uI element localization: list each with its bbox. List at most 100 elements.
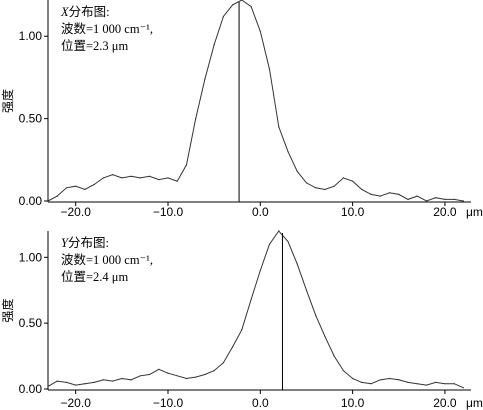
data-point: [232, 4, 234, 6]
data-point: [425, 200, 428, 202]
data-point: [453, 383, 455, 385]
x-tick-label: 0.0: [252, 205, 269, 219]
data-point: [75, 384, 77, 386]
x-tick-label: 10.0: [341, 205, 365, 219]
data-point: [268, 68, 271, 70]
data-point: [112, 174, 114, 176]
data-point: [148, 373, 151, 376]
x-tick-label: −10.0: [153, 396, 184, 410]
data-point: [47, 200, 49, 202]
data-point: [259, 269, 261, 272]
data-point: [167, 372, 169, 374]
data-point: [121, 177, 123, 179]
data-point: [130, 379, 132, 381]
data-point: [398, 379, 400, 381]
data-point: [333, 355, 335, 357]
data-point: [315, 314, 317, 316]
data-point: [278, 126, 280, 128]
data-point: [158, 179, 160, 181]
data-point: [213, 43, 215, 46]
data-point: [56, 195, 58, 197]
y-tick-label: 0.00: [19, 382, 43, 396]
data-point: [444, 383, 446, 385]
data-point: [268, 243, 271, 245]
x-tick-label: 20.0: [433, 396, 457, 410]
data-point: [204, 78, 206, 80]
data-point: [213, 370, 215, 372]
data-point: [453, 198, 455, 200]
x-tick-label: −20.0: [61, 205, 92, 219]
data-point: [342, 177, 344, 179]
x-unit-label: μm: [466, 205, 483, 219]
data-point: [407, 381, 409, 383]
data-point: [287, 151, 289, 153]
annotation-line-2: 波数=1 000 cm⁻¹,: [61, 252, 153, 267]
data-point: [379, 195, 381, 197]
data-point: [75, 185, 77, 187]
data-point: [416, 195, 418, 197]
data-point: [361, 188, 363, 191]
data-point: [222, 15, 224, 18]
data-point: [352, 377, 354, 380]
data-point: [204, 373, 206, 376]
annotation-line-1: X分布图:: [60, 5, 110, 19]
data-point: [388, 192, 391, 194]
annotation-line-3: 位置=2.3 μm: [61, 38, 129, 53]
data-point: [185, 377, 188, 380]
x-tick-label: 20.0: [433, 205, 457, 219]
data-point: [398, 193, 400, 195]
data-point: [370, 193, 372, 195]
data-point: [232, 346, 234, 348]
data-point: [278, 230, 280, 232]
y-tick-label: 0.00: [19, 194, 43, 208]
data-point: [47, 385, 49, 387]
series-line: [47, 230, 464, 389]
data-point: [84, 188, 86, 191]
data-point: [296, 263, 298, 265]
data-point: [65, 381, 68, 383]
data-point: [65, 187, 68, 189]
y-tick-label: 1.00: [19, 250, 43, 264]
data-point: [416, 383, 418, 385]
data-point: [195, 118, 197, 120]
data-point: [462, 200, 464, 202]
y-axis-label: 强度: [0, 89, 15, 113]
data-point: [250, 6, 252, 8]
data-point: [102, 379, 104, 381]
data-point: [425, 384, 428, 386]
data-point: [222, 362, 224, 364]
data-point: [158, 368, 160, 370]
data-point: [305, 289, 308, 291]
data-point: [176, 180, 178, 182]
x-tick-label: 0.0: [252, 396, 269, 410]
data-point: [324, 188, 326, 191]
x-unit-label: μm: [466, 396, 483, 410]
x-tick-label: −10.0: [153, 205, 184, 219]
data-point: [250, 298, 252, 301]
data-point: [93, 381, 95, 383]
data-point: [324, 335, 326, 337]
chart-panel-2: 1.00 0.50 0.00 −20.0 −10.0 0.0 10.0 20.0 μm 强度 Y分布…: [0, 230, 483, 410]
series-line: [47, 0, 464, 202]
data-point: [315, 187, 317, 189]
x-tick-label: 10.0: [341, 396, 365, 410]
data-point: [241, 0, 243, 1]
data-point: [361, 381, 363, 383]
data-point: [148, 175, 151, 177]
data-point: [287, 240, 289, 243]
annotation-line-3: 位置=2.4 μm: [61, 269, 129, 284]
chart-panel-1: 1.00 0.50 0.00 −20.0 −10.0 0.0 10.0 20.0 μm 强度 X分布…: [0, 0, 483, 219]
annotation-line-2: 波数=1 000 cm⁻¹,: [61, 21, 153, 36]
data-point: [195, 376, 197, 378]
data-point: [370, 383, 372, 385]
y-tick-label: 0.50: [19, 316, 43, 330]
data-point: [444, 198, 446, 200]
y-tick-label: 0.50: [19, 112, 43, 126]
x-tick-label: −20.0: [61, 396, 92, 410]
data-point: [185, 164, 188, 166]
data-point: [407, 198, 409, 200]
data-point: [305, 182, 308, 184]
data-point: [56, 380, 58, 382]
data-point: [130, 175, 132, 177]
